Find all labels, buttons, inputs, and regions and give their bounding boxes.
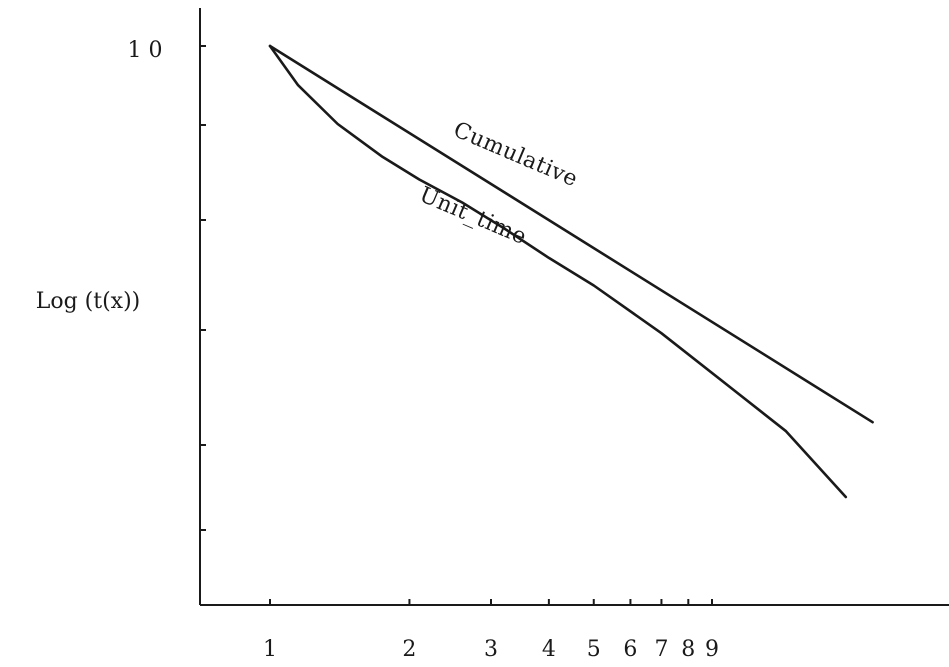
x-tick-label: 1 [263,637,277,662]
x-tick-label: 8 [681,637,695,662]
x-tick-label: 5 [587,637,601,662]
series-line-unit-time [268,44,848,499]
y-axis-title: Log (t(x)) [36,289,141,314]
y-tick-label-top: 1 0 [128,38,163,63]
x-tick-label: 3 [484,637,498,662]
series-line-cumulative [268,44,874,424]
y-axis-ticks [200,45,206,531]
x-tick-label: 2 [402,637,416,662]
series-layer [268,44,874,499]
x-tick-label: 4 [542,637,556,662]
x-tick-label: 6 [623,637,637,662]
series-label-unit-time: Unit_time [416,183,531,251]
x-tick-label: 7 [654,637,668,662]
x-tick-label: 9 [705,637,719,662]
series-label-cumulative: Cumulative [450,118,582,193]
